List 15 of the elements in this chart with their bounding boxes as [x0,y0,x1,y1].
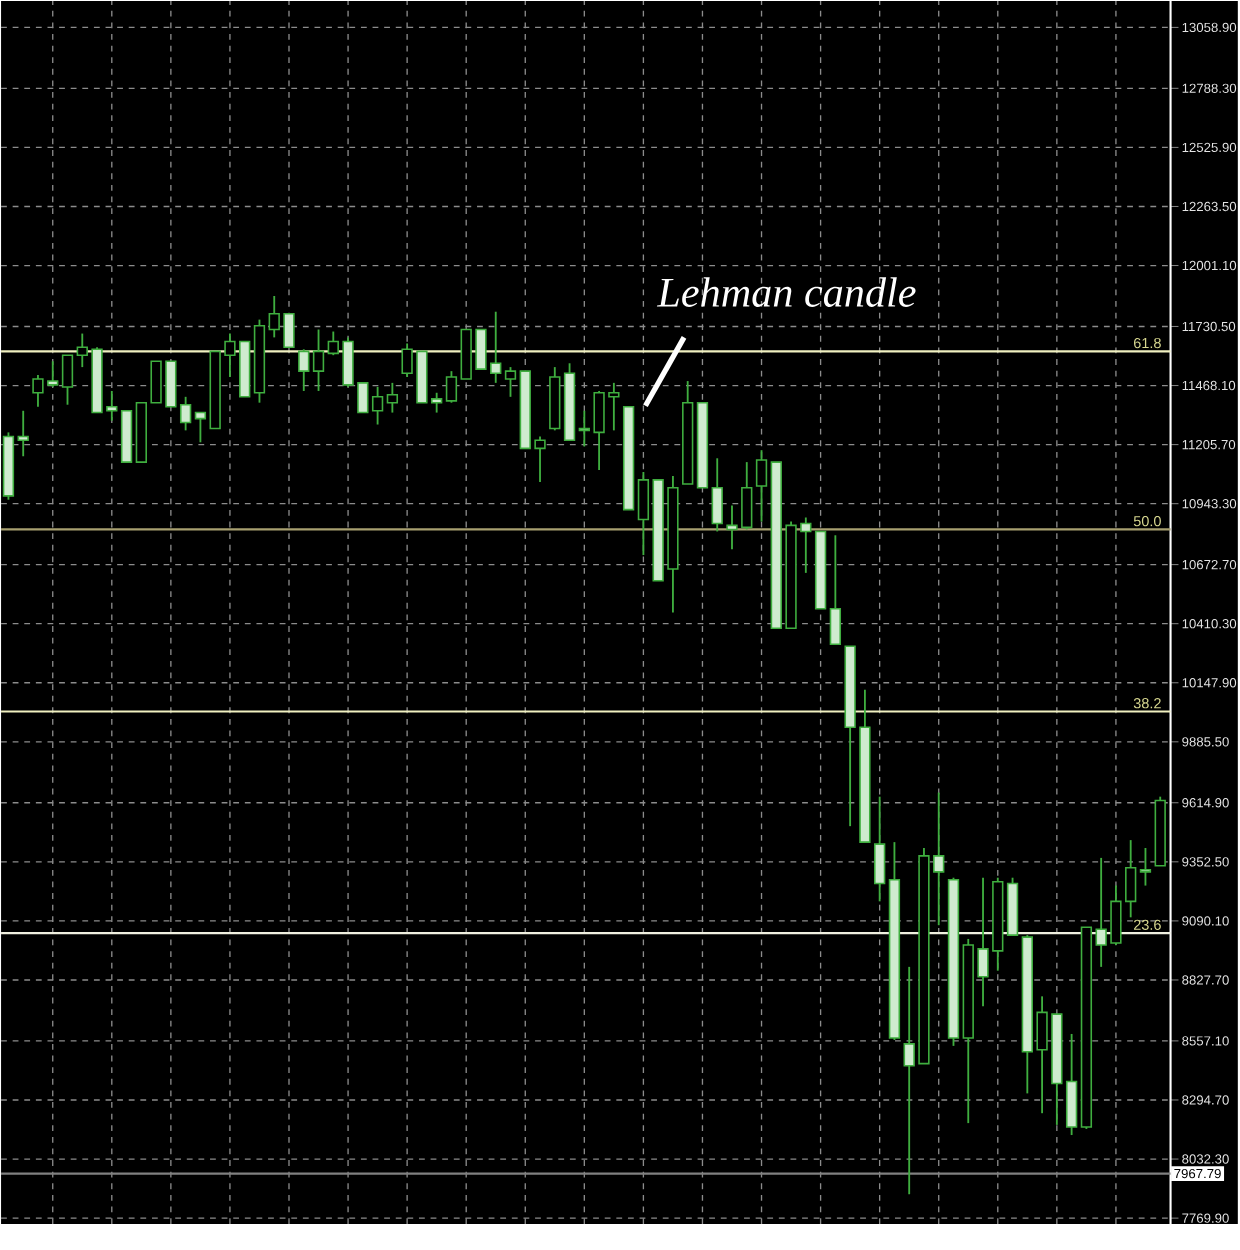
candlestick [446,370,458,404]
candlestick [505,366,517,398]
candlestick [830,534,842,646]
annotation: Lehman candle [657,277,916,307]
candlestick [756,449,768,523]
candlestick [62,354,74,406]
candlestick [372,385,384,426]
candlestick [1140,847,1152,887]
candlestick [313,328,325,392]
candlestick [711,457,724,533]
candlestick [298,348,310,392]
candlestick [195,411,207,444]
candlestick [17,409,30,458]
candlestick [387,381,399,414]
candlestick [874,795,886,903]
